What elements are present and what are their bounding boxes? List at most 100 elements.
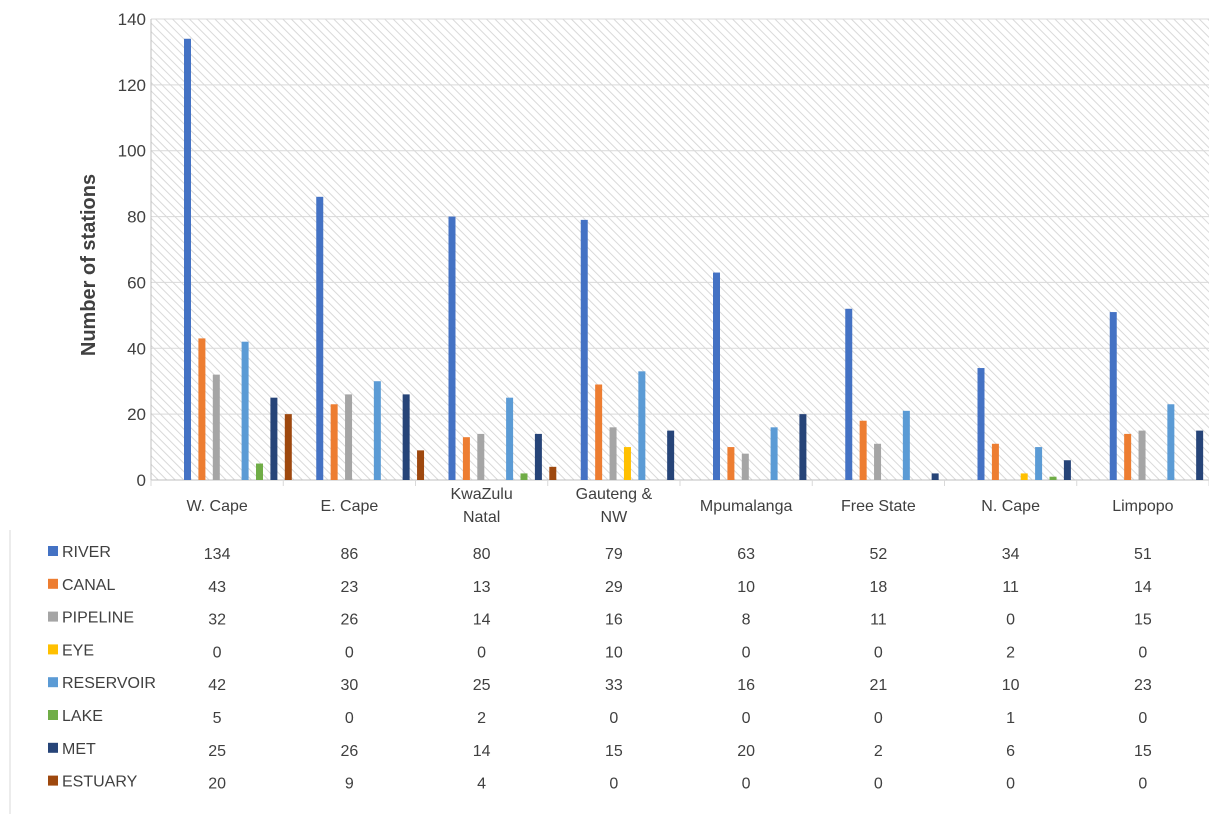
bar-estuary — [549, 466, 557, 480]
data-table-cell: 6 — [1006, 743, 1015, 760]
bar-pipeline — [345, 394, 353, 480]
bar-canal — [198, 338, 206, 480]
data-table-cell: 34 — [1002, 546, 1020, 563]
data-table-cell: 0 — [609, 776, 618, 793]
bar-river — [316, 196, 324, 481]
bar-lake — [520, 473, 528, 480]
bar-canal — [991, 443, 999, 480]
data-table-cell: 23 — [340, 579, 358, 596]
bar-canal — [595, 384, 603, 480]
data-table-cell: 15 — [1134, 612, 1152, 629]
data-table-cell: 0 — [742, 710, 751, 727]
legend-key-pipeline — [48, 611, 58, 622]
legend-key-reservoir — [48, 677, 58, 688]
data-table-cell: 0 — [1138, 776, 1147, 793]
bar-pipeline — [477, 433, 485, 480]
bar-canal — [330, 404, 338, 480]
legend-label: ESTUARY — [62, 774, 138, 791]
y-tick-label: 20 — [127, 405, 146, 424]
bar-river — [1109, 312, 1117, 480]
category-label: Limpopo — [1112, 498, 1173, 515]
data-table-cell: 14 — [473, 743, 491, 760]
data-table-cell: 0 — [1138, 644, 1147, 661]
legend-label: EYE — [62, 642, 94, 659]
bar-met — [1196, 430, 1204, 480]
data-table-cell: 33 — [605, 677, 623, 694]
data-table-cell: 134 — [204, 546, 231, 563]
legend-key-lake — [48, 710, 58, 720]
data-table-cell: 16 — [737, 677, 755, 694]
bar-river — [845, 308, 853, 480]
bar-pipeline — [1138, 430, 1146, 480]
category-label: Natal — [463, 509, 500, 526]
data-table-cell: 0 — [345, 644, 354, 661]
data-table-cell: 52 — [869, 546, 887, 563]
bar-met — [402, 394, 410, 480]
bar-reservoir — [1035, 447, 1043, 480]
plot-background — [151, 19, 1209, 480]
bar-canal — [1124, 433, 1132, 480]
data-table-cell: 51 — [1134, 546, 1152, 563]
bar-reservoir — [241, 341, 249, 480]
bar-reservoir — [506, 397, 514, 480]
data-table-cell: 79 — [605, 546, 623, 563]
data-table-cell: 2 — [1006, 644, 1015, 661]
bar-reservoir — [373, 381, 381, 480]
data-table-cell: 8 — [742, 612, 751, 629]
bars — [184, 38, 1204, 481]
y-tick-label: 80 — [127, 208, 146, 227]
legend-label: CANAL — [62, 577, 115, 594]
data-table-cell: 23 — [1134, 677, 1152, 694]
bar-river — [448, 216, 456, 481]
category-label: KwaZulu — [451, 486, 513, 503]
data-table-cell: 0 — [1138, 710, 1147, 727]
y-tick-label: 40 — [127, 339, 146, 358]
data-table-cell: 0 — [477, 644, 486, 661]
category-label: NW — [601, 509, 629, 526]
data-table-cell: 2 — [874, 743, 883, 760]
data-table-cell: 63 — [737, 546, 755, 563]
data-table-cell: 14 — [1134, 579, 1152, 596]
data-table-cell: 0 — [874, 710, 883, 727]
data-table-cell: 0 — [874, 644, 883, 661]
bar-met — [534, 433, 542, 480]
data-table-cell: 80 — [473, 546, 491, 563]
bar-met — [270, 397, 278, 480]
legend-key-canal — [48, 578, 58, 589]
data-table-cell: 29 — [605, 579, 623, 596]
bar-reservoir — [638, 371, 646, 480]
bar-estuary — [284, 414, 292, 480]
data-table-cell: 25 — [473, 677, 491, 694]
data-table-cell: 11 — [1002, 579, 1019, 596]
bar-river — [580, 219, 588, 480]
category-label: Mpumalanga — [700, 498, 793, 515]
y-tick-label: 120 — [118, 76, 146, 95]
data-table-cell: 26 — [340, 612, 358, 629]
data-table-cell: 0 — [1006, 776, 1015, 793]
bar-eye — [1020, 473, 1028, 480]
y-axis-ticks: 0 20 40 60 80 100 120 140 — [118, 10, 146, 490]
data-table-cell: 16 — [605, 612, 623, 629]
category-label: W. Cape — [186, 498, 247, 515]
data-table: W. Cape E. Cape KwaZulu Natal Gauteng & NW Mpu… — [9, 480, 1209, 814]
data-table-cell: 4 — [477, 776, 486, 793]
legend-label: RIVER — [62, 544, 111, 561]
data-table-cell: 11 — [870, 612, 887, 629]
data-table-cell: 1 — [1006, 710, 1015, 727]
bar-reservoir — [1167, 404, 1175, 480]
bar-eye — [623, 447, 631, 480]
y-tick-label: 100 — [118, 142, 146, 161]
data-table-cell: 18 — [869, 579, 887, 596]
data-table-cell: 5 — [213, 710, 222, 727]
data-table-cell: 20 — [737, 743, 755, 760]
data-table-cell: 0 — [742, 776, 751, 793]
data-table-cell: 0 — [1006, 612, 1015, 629]
bar-lake — [1049, 476, 1057, 480]
y-tick-label: 140 — [118, 10, 146, 29]
bar-river — [977, 368, 985, 480]
data-table-cell: 0 — [345, 710, 354, 727]
bar-met — [799, 414, 807, 480]
category-label: N. Cape — [981, 498, 1040, 515]
bar-pipeline — [874, 443, 882, 480]
